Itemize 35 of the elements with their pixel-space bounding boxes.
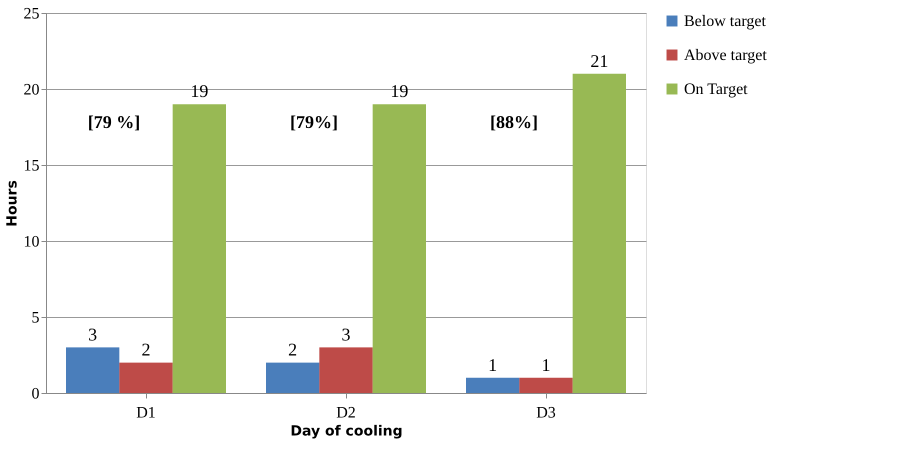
data-label: 2 [288, 340, 298, 360]
x-tick-label: D2 [336, 404, 356, 422]
data-label: 21 [590, 50, 608, 71]
x-axis-title: Day of cooling [290, 424, 403, 440]
y-axis-title: Hours [4, 180, 20, 227]
y-tick-label: 25 [24, 6, 40, 22]
bar [66, 347, 120, 393]
data-label: 3 [88, 324, 98, 344]
data-label: 19 [190, 81, 208, 102]
data-label: 3 [342, 324, 350, 344]
legend-label: Below target [684, 13, 766, 30]
bar [519, 378, 573, 393]
x-tick-label: D3 [536, 404, 556, 422]
annotation: [79 %] [88, 112, 140, 132]
bar [319, 347, 373, 393]
bar [372, 104, 426, 393]
x-tick-label: D1 [136, 404, 156, 422]
bar [172, 104, 226, 393]
data-label: 1 [542, 354, 550, 375]
data-label: 19 [390, 81, 408, 102]
data-label: 1 [488, 354, 498, 375]
bar [266, 362, 320, 393]
annotation: [88%] [490, 112, 538, 132]
bar [119, 362, 173, 393]
bar [572, 74, 626, 393]
legend-label: On Target [684, 81, 748, 98]
data-label: 2 [142, 340, 150, 360]
annotation: [79%] [290, 112, 338, 132]
y-tick-label: 15 [24, 158, 40, 174]
y-tick-label: 5 [32, 310, 40, 326]
legend-label: Above target [684, 47, 768, 64]
bar [466, 378, 520, 393]
y-tick-label: 20 [24, 82, 40, 98]
y-tick-label: 10 [24, 234, 40, 250]
y-tick-label: 0 [32, 386, 40, 402]
